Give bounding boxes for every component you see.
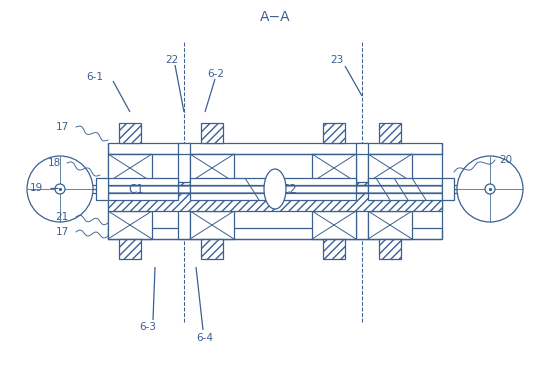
Text: 20: 20 bbox=[499, 155, 513, 165]
Bar bbox=[323, 123, 345, 143]
Bar bbox=[178, 143, 190, 239]
Ellipse shape bbox=[264, 169, 286, 209]
Bar bbox=[108, 178, 178, 200]
Bar bbox=[201, 239, 223, 259]
Text: C1: C1 bbox=[128, 183, 144, 196]
Bar bbox=[190, 154, 234, 182]
Text: 21: 21 bbox=[56, 212, 69, 222]
Bar bbox=[368, 178, 442, 200]
Circle shape bbox=[457, 156, 523, 222]
Circle shape bbox=[27, 156, 93, 222]
Bar bbox=[442, 178, 454, 200]
Bar bbox=[108, 154, 152, 182]
Circle shape bbox=[55, 184, 65, 194]
Bar bbox=[356, 143, 368, 239]
Bar bbox=[201, 123, 223, 143]
Bar bbox=[368, 154, 412, 182]
Bar bbox=[312, 211, 356, 239]
Bar bbox=[323, 239, 345, 259]
Text: 6-1: 6-1 bbox=[86, 72, 103, 82]
Text: 6-2: 6-2 bbox=[207, 69, 224, 79]
Bar bbox=[312, 154, 356, 182]
Bar bbox=[96, 178, 108, 200]
Bar bbox=[119, 239, 141, 259]
Text: A−A: A−A bbox=[260, 10, 290, 24]
Text: C2: C2 bbox=[282, 183, 298, 196]
Text: 19: 19 bbox=[29, 183, 43, 193]
Bar bbox=[190, 178, 356, 200]
Circle shape bbox=[485, 184, 495, 194]
Text: 17: 17 bbox=[56, 122, 69, 132]
Bar bbox=[108, 143, 442, 154]
Bar bbox=[368, 211, 412, 239]
Text: 6-4: 6-4 bbox=[196, 333, 213, 343]
Bar bbox=[379, 123, 401, 143]
Bar bbox=[108, 182, 442, 185]
Bar bbox=[190, 211, 234, 239]
Text: 6-3: 6-3 bbox=[140, 322, 157, 332]
Text: 18: 18 bbox=[47, 158, 60, 168]
Bar bbox=[119, 123, 141, 143]
Bar bbox=[108, 193, 442, 211]
Bar bbox=[108, 228, 442, 239]
Text: 22: 22 bbox=[166, 55, 179, 65]
Text: 23: 23 bbox=[331, 55, 344, 65]
Bar bbox=[108, 211, 152, 239]
Text: 17: 17 bbox=[56, 227, 69, 237]
Bar bbox=[379, 239, 401, 259]
